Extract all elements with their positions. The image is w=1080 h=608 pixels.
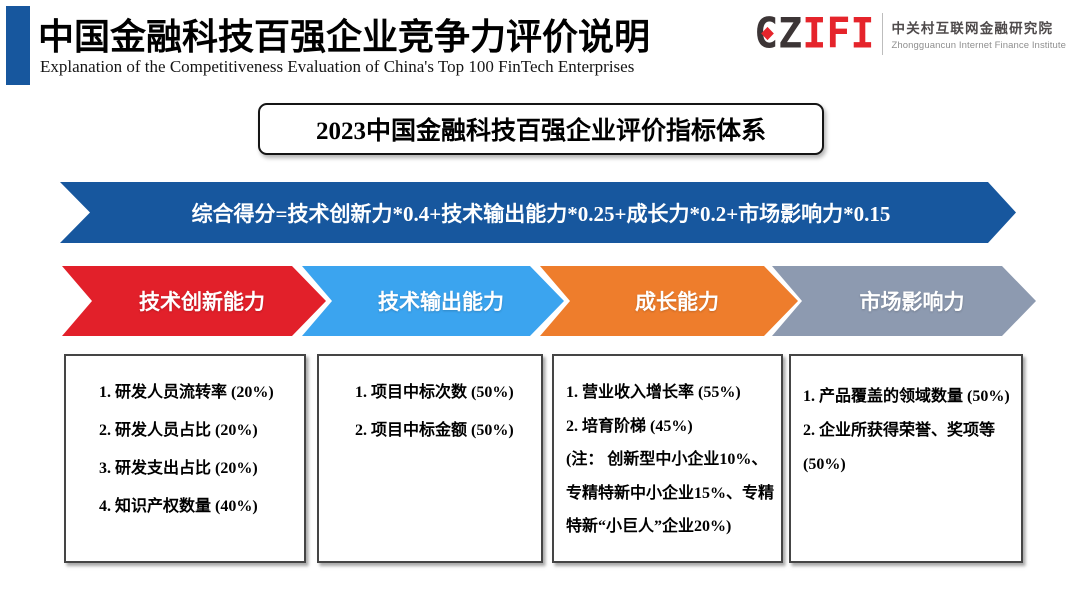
org-name-en: Zhongguancun Internet Finance Institute [891, 40, 1066, 51]
title-accent-bar [6, 6, 30, 85]
list-item: 2. 培育阶梯 (45%) [566, 417, 693, 435]
list-item: 2. 研发人员占比 (20%) [99, 422, 258, 439]
formula-banner: 综合得分=技术创新力*0.4+技术输出能力*0.25+成长力*0.2+市场影响力… [60, 182, 1016, 243]
list-item: 2. 项目中标金额 (50%) [355, 422, 514, 439]
arrow-label: 技术创新能力 [139, 291, 265, 314]
indicator-box-growth: 1. 营业收入增长率 (55%) 2. 培育阶梯 (45%) (注： 创新型中小企业… [552, 354, 783, 563]
page-title: 中国金融科技百强企业竞争力评价说明 [38, 16, 651, 57]
indicator-box-tech-innovation: 1. 研发人员流转率 (20%) 2. 研发人员占比 (20%) 3. 研发支出占比… [64, 354, 306, 563]
arrow-tech-output: 技术输出能力 [302, 266, 564, 336]
list-item: 1. 项目中标次数 (50%) [355, 384, 514, 401]
org-logo: CZIFI 中关村互联网金融研究院 Zhongguancun Internet … [754, 11, 1067, 57]
arrow-label: 成长能力 [635, 291, 719, 314]
index-system-title: 2023中国金融科技百强企业评价指标体系 [315, 118, 766, 145]
list-item: 3. 研发支出占比 (20%) [99, 460, 258, 477]
arrow-market-influence: 市场影响力 [772, 266, 1036, 336]
list-item: 1. 研发人员流转率 (20%) [99, 384, 274, 401]
arrow-label: 市场影响力 [859, 291, 965, 314]
arrow-growth: 成长能力 [540, 266, 798, 336]
logo-divider [881, 13, 883, 55]
list-item: 2. 企业所获得荣誉、奖项等 (50%) [803, 422, 996, 473]
index-system-title-box: 2023中国金融科技百强企业评价指标体系 [258, 103, 824, 155]
org-name-block: 中关村互联网金融研究院 Zhongguancun Internet Financ… [892, 17, 1067, 51]
indicator-box-market-influence: 1. 产品覆盖的领域数量 (50%) 2. 企业所获得荣誉、奖项等 (50%) [789, 354, 1023, 563]
list-item: 4. 知识产权数量 (40%) [99, 498, 258, 515]
czifi-logo-icon: CZIFI [754, 11, 874, 57]
page-subtitle: Explanation of the Competitiveness Evalu… [40, 57, 635, 76]
arrow-tech-innovation: 技术创新能力 [62, 266, 326, 336]
logo-wordmark-ifi: IFI [802, 10, 875, 58]
arrow-label: 技术输出能力 [378, 291, 504, 314]
formula-text: 综合得分=技术创新力*0.4+技术输出能力*0.25+成长力*0.2+市场影响力… [191, 201, 891, 226]
list-item: (注： 创新型中小企业10%、专精特新中小企业15%、专精特新“小巨人”企业20… [566, 451, 775, 535]
list-item: 1. 营业收入增长率 (55%) [566, 384, 741, 401]
list-item: 1. 产品覆盖的领域数量 (50%) [803, 388, 1010, 405]
org-name-cn: 中关村互联网金融研究院 [891, 21, 1054, 36]
indicator-box-tech-output: 1. 项目中标次数 (50%) 2. 项目中标金额 (50%) [317, 354, 543, 563]
